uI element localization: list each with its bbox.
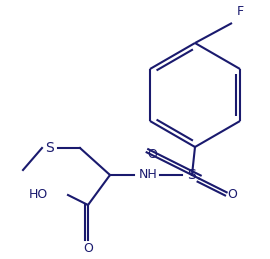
Text: O: O: [147, 148, 157, 162]
Text: O: O: [83, 241, 93, 255]
Text: O: O: [227, 189, 237, 202]
Text: S: S: [188, 168, 196, 182]
Text: NH: NH: [139, 169, 157, 182]
Text: S: S: [46, 141, 54, 155]
Text: F: F: [237, 5, 244, 18]
Text: HO: HO: [29, 189, 48, 202]
